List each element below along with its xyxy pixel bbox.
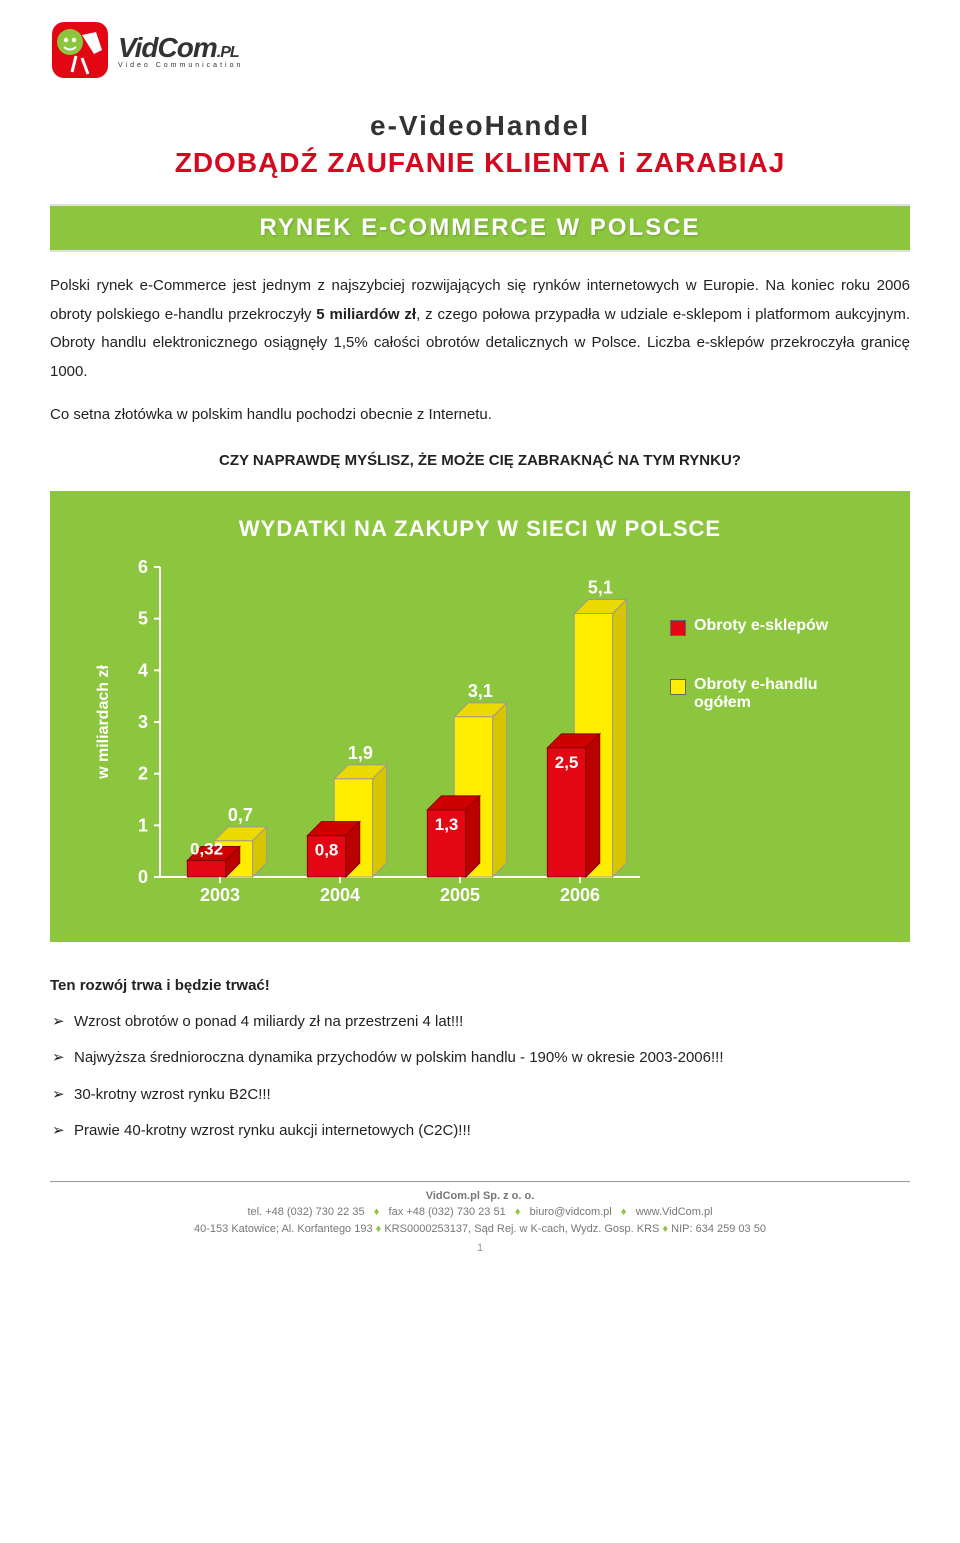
footer-site: www.VidCom.pl bbox=[636, 1206, 713, 1218]
diamond-icon: ♦ bbox=[515, 1206, 521, 1218]
emphasis-line: CZY NAPRAWDĘ MYŚLISZ, ŻE MOŻE CIĘ ZABRAK… bbox=[50, 452, 910, 469]
section-banner: RYNEK E-COMMERCE W POLSCE bbox=[50, 204, 910, 252]
svg-text:0,7: 0,7 bbox=[228, 804, 253, 824]
bullet-3: 30-krotny wzrost rynku B2C!!! bbox=[50, 1081, 910, 1110]
logo-brand: VidCom.PL bbox=[118, 32, 243, 64]
footer: VidCom.pl Sp. z o. o. tel. +48 (032) 730… bbox=[50, 1181, 910, 1257]
logo-tld: .PL bbox=[217, 44, 239, 61]
bullet-2: Najwyższa średnioroczna dynamika przycho… bbox=[50, 1044, 910, 1073]
footer-fax: +48 (032) 730 23 51 bbox=[406, 1206, 505, 1218]
para1-bold: 5 miliardów zł bbox=[316, 306, 416, 323]
svg-text:3: 3 bbox=[138, 712, 148, 732]
svg-text:1,3: 1,3 bbox=[435, 814, 459, 833]
svg-text:2: 2 bbox=[138, 763, 148, 783]
title-line-2: ZDOBĄDŹ ZAUFANIE KLIENTA i ZARABIAJ bbox=[50, 147, 910, 179]
diamond-icon: ♦ bbox=[662, 1223, 668, 1235]
page: VidCom.PL Video Communication e-VideoHan… bbox=[0, 0, 960, 1287]
svg-text:6: 6 bbox=[138, 557, 148, 577]
chart-legend: Obroty e-sklepów Obroty e-handlu ogółem bbox=[670, 557, 870, 712]
logo-area: VidCom.PL Video Communication bbox=[50, 20, 910, 80]
diamond-icon: ♦ bbox=[376, 1223, 382, 1235]
svg-text:w miliardach zł: w miliardach zł bbox=[95, 664, 112, 779]
svg-text:2005: 2005 bbox=[440, 885, 480, 905]
legend-item-1: Obroty e-handlu ogółem bbox=[670, 676, 870, 712]
logo-tagline: Video Communication bbox=[118, 62, 243, 69]
footer-line-2: tel. +48 (032) 730 22 35 ♦ fax +48 (032)… bbox=[50, 1204, 910, 1221]
title-line-1: e-VideoHandel bbox=[50, 110, 910, 142]
footer-addr: 40-153 Katowice; Al. Korfantego 193 bbox=[194, 1223, 373, 1235]
footer-krs: KRS0000253137, Sąd Rej. w K-cach, Wydz. … bbox=[384, 1223, 659, 1235]
paragraph-2: Co setna złotówka w polskim handlu pocho… bbox=[50, 401, 910, 430]
footer-tel: +48 (032) 730 22 35 bbox=[265, 1206, 364, 1218]
legend-swatch-1 bbox=[670, 679, 686, 695]
chart-title: WYDATKI NA ZAKUPY W SIECI W POLSCE bbox=[90, 516, 870, 542]
footer-line-3: 40-153 Katowice; Al. Korfantego 193 ♦ KR… bbox=[50, 1221, 910, 1238]
legend-swatch-0 bbox=[670, 620, 686, 636]
bullet-4: Prawie 40-krotny wzrost rynku aukcji int… bbox=[50, 1117, 910, 1146]
svg-text:5: 5 bbox=[138, 608, 148, 628]
diamond-icon: ♦ bbox=[621, 1206, 627, 1218]
page-number: 1 bbox=[50, 1240, 910, 1257]
footer-nip-label: NIP: bbox=[671, 1223, 692, 1235]
svg-text:1: 1 bbox=[138, 815, 148, 835]
chart-panel: WYDATKI NA ZAKUPY W SIECI W POLSCE 0 1 2 3 4… bbox=[50, 491, 910, 942]
footer-tel-label: tel. bbox=[247, 1206, 262, 1218]
svg-text:4: 4 bbox=[138, 660, 148, 680]
legend-item-0: Obroty e-sklepów bbox=[670, 617, 870, 636]
svg-text:5,1: 5,1 bbox=[588, 577, 613, 597]
svg-text:2006: 2006 bbox=[560, 885, 600, 905]
svg-text:0,32: 0,32 bbox=[190, 839, 223, 858]
diamond-icon: ♦ bbox=[374, 1206, 380, 1218]
svg-text:2004: 2004 bbox=[320, 885, 360, 905]
legend-label-0: Obroty e-sklepów bbox=[694, 617, 828, 635]
footer-fax-label: fax bbox=[389, 1206, 404, 1218]
paragraph-1: Polski rynek e-Commerce jest jednym z na… bbox=[50, 272, 910, 386]
svg-text:0,8: 0,8 bbox=[315, 840, 339, 859]
title-block: e-VideoHandel ZDOBĄDŹ ZAUFANIE KLIENTA i… bbox=[50, 110, 910, 179]
footer-company: VidCom.pl Sp. z o. o. bbox=[50, 1188, 910, 1205]
logo-brand-name: VidCom bbox=[118, 32, 217, 63]
logo-icon bbox=[50, 20, 110, 80]
footer-email: biuro@vidcom.pl bbox=[530, 1206, 612, 1218]
bullet-list: Wzrost obrotów o ponad 4 miliardy zł na … bbox=[50, 1008, 910, 1146]
chart-wrap: 0 1 2 3 4 5 6 w miliardach zł 0,7 0,32 2003 1,9 0,8 2… bbox=[90, 557, 870, 917]
bullet-1: Wzrost obrotów o ponad 4 miliardy zł na … bbox=[50, 1008, 910, 1037]
svg-text:1,9: 1,9 bbox=[348, 742, 373, 762]
svg-text:2003: 2003 bbox=[200, 885, 240, 905]
footer-nip: 634 259 03 50 bbox=[696, 1223, 766, 1235]
svg-text:0: 0 bbox=[138, 867, 148, 887]
subheading: Ten rozwój trwa i będzie trwać! bbox=[50, 977, 910, 994]
logo-text: VidCom.PL Video Communication bbox=[118, 32, 243, 69]
legend-label-1: Obroty e-handlu ogółem bbox=[694, 676, 870, 712]
svg-text:3,1: 3,1 bbox=[468, 680, 493, 700]
svg-text:2,5: 2,5 bbox=[555, 752, 579, 771]
bar-chart: 0 1 2 3 4 5 6 w miliardach zł 0,7 0,32 2003 1,9 0,8 2… bbox=[90, 557, 650, 917]
